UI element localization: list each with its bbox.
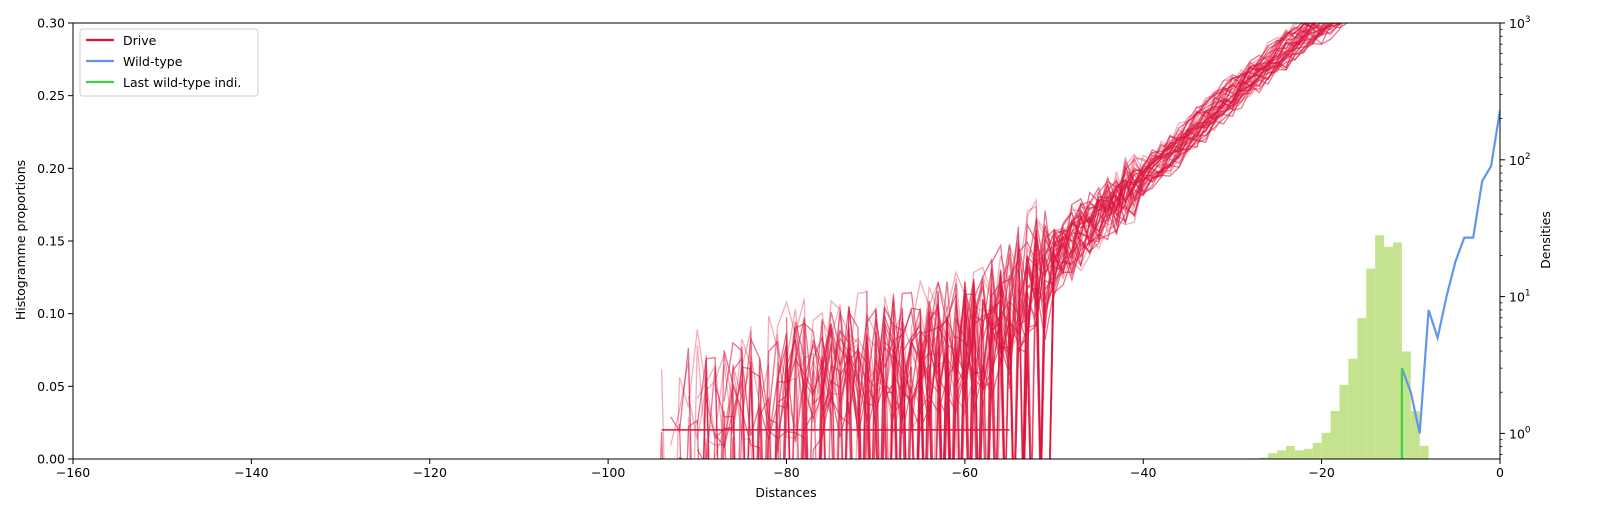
- y-left-tick-label-3: 0.15: [37, 234, 65, 249]
- legend-label-last-wildtype: Last wild-type indi.: [123, 75, 241, 90]
- y-right-tick-label-2: 102: [1509, 152, 1531, 168]
- x-tick-label-6: −40: [1130, 465, 1156, 480]
- histogram-bar-16: [1392, 242, 1402, 459]
- histogram-bar-4: [1285, 445, 1295, 459]
- drive-lines-layer: [660, 23, 1349, 459]
- wildtype-line: [1400, 110, 1500, 434]
- histogram-bar-7: [1312, 443, 1322, 459]
- drive-run-line-11: [901, 23, 1316, 459]
- drive-run-line-6: [812, 23, 1326, 459]
- y-right-tick-exponent-2: 2: [1525, 152, 1531, 162]
- y-left-tick-label-6: 0.30: [37, 16, 65, 31]
- drive-run-line-33: [679, 23, 1333, 459]
- histogram-bar-3: [1277, 450, 1286, 459]
- x-tick-label-8: 0: [1496, 465, 1504, 480]
- legend-label-drive: Drive: [123, 33, 157, 48]
- x-axis-label: Distances: [755, 485, 816, 500]
- drive-run-line-39: [687, 23, 1306, 459]
- histogram-bar-12: [1357, 318, 1367, 459]
- y-axis-left-label: Histogramme proportions: [13, 160, 28, 320]
- y-right-tick-label-3: 103: [1509, 15, 1531, 31]
- drive-run-line-37: [785, 23, 1334, 459]
- x-tick-label-7: −20: [1308, 465, 1334, 480]
- y-left-tick-label-0: 0.00: [37, 452, 65, 467]
- histogram-bar-6: [1303, 448, 1313, 459]
- drive-run-line-3: [660, 23, 1314, 459]
- histogram-bar-9: [1330, 411, 1340, 459]
- legend: Drive Wild-type Last wild-type indi.: [79, 28, 259, 97]
- histogram-bar-13: [1366, 268, 1376, 459]
- drive-run-line-28: [910, 23, 1342, 459]
- y-right-tick-exponent-0: 0: [1525, 425, 1531, 435]
- y-left-tick-label-4: 0.20: [37, 161, 65, 176]
- wildtype-layer: [1400, 110, 1500, 459]
- y-right-tick-label-1: 101: [1509, 289, 1531, 305]
- histogram-bar-11: [1348, 358, 1358, 459]
- histogram-bar-2: [1268, 453, 1278, 459]
- drive-run-line-36: [669, 23, 1327, 459]
- histogram-bar-19: [1419, 445, 1429, 459]
- drive-run-line-22: [901, 23, 1316, 459]
- y-left-tick-label-5: 0.25: [37, 88, 65, 103]
- x-tick-label-5: −60: [952, 465, 978, 480]
- x-tick-label-2: −120: [413, 465, 447, 480]
- legend-box: [79, 28, 259, 97]
- y-right-tick-label-0: 100: [1509, 425, 1531, 441]
- drive-run-line-35: [872, 23, 1328, 459]
- x-tick-label-0: −160: [56, 465, 90, 480]
- histogram-bar-14: [1375, 235, 1385, 459]
- y-left-tick-label-1: 0.05: [37, 379, 65, 394]
- histogram-bar-8: [1321, 432, 1331, 459]
- y-left-tick-label-2: 0.10: [37, 306, 65, 321]
- drive-run-line-31: [866, 23, 1330, 459]
- histogram-bar-18: [1410, 411, 1420, 459]
- histogram-bar-5: [1294, 450, 1304, 459]
- y-right-tick-exponent-3: 3: [1525, 15, 1531, 25]
- x-tick-label-4: −80: [773, 465, 799, 480]
- x-tick-label-3: −100: [591, 465, 625, 480]
- y-axis-right-label: Densities: [1538, 211, 1553, 269]
- drive-run-line-38: [660, 23, 1319, 459]
- drive-run-line-26: [875, 23, 1307, 459]
- drive-run-line-25: [907, 23, 1342, 459]
- histogram-bar-15: [1384, 246, 1393, 459]
- histogram-bar-17: [1401, 351, 1411, 459]
- drive-run-line-19: [875, 23, 1322, 459]
- histogram-bar-1: [1259, 457, 1269, 459]
- histogram-bar-10: [1339, 384, 1349, 459]
- histogram-layer: [1250, 235, 1429, 459]
- drive-run-line-30: [821, 23, 1300, 459]
- legend-label-wildtype: Wild-type: [123, 54, 183, 69]
- x-tick-label-1: −140: [234, 465, 268, 480]
- y-right-tick-exponent-1: 1: [1525, 289, 1531, 299]
